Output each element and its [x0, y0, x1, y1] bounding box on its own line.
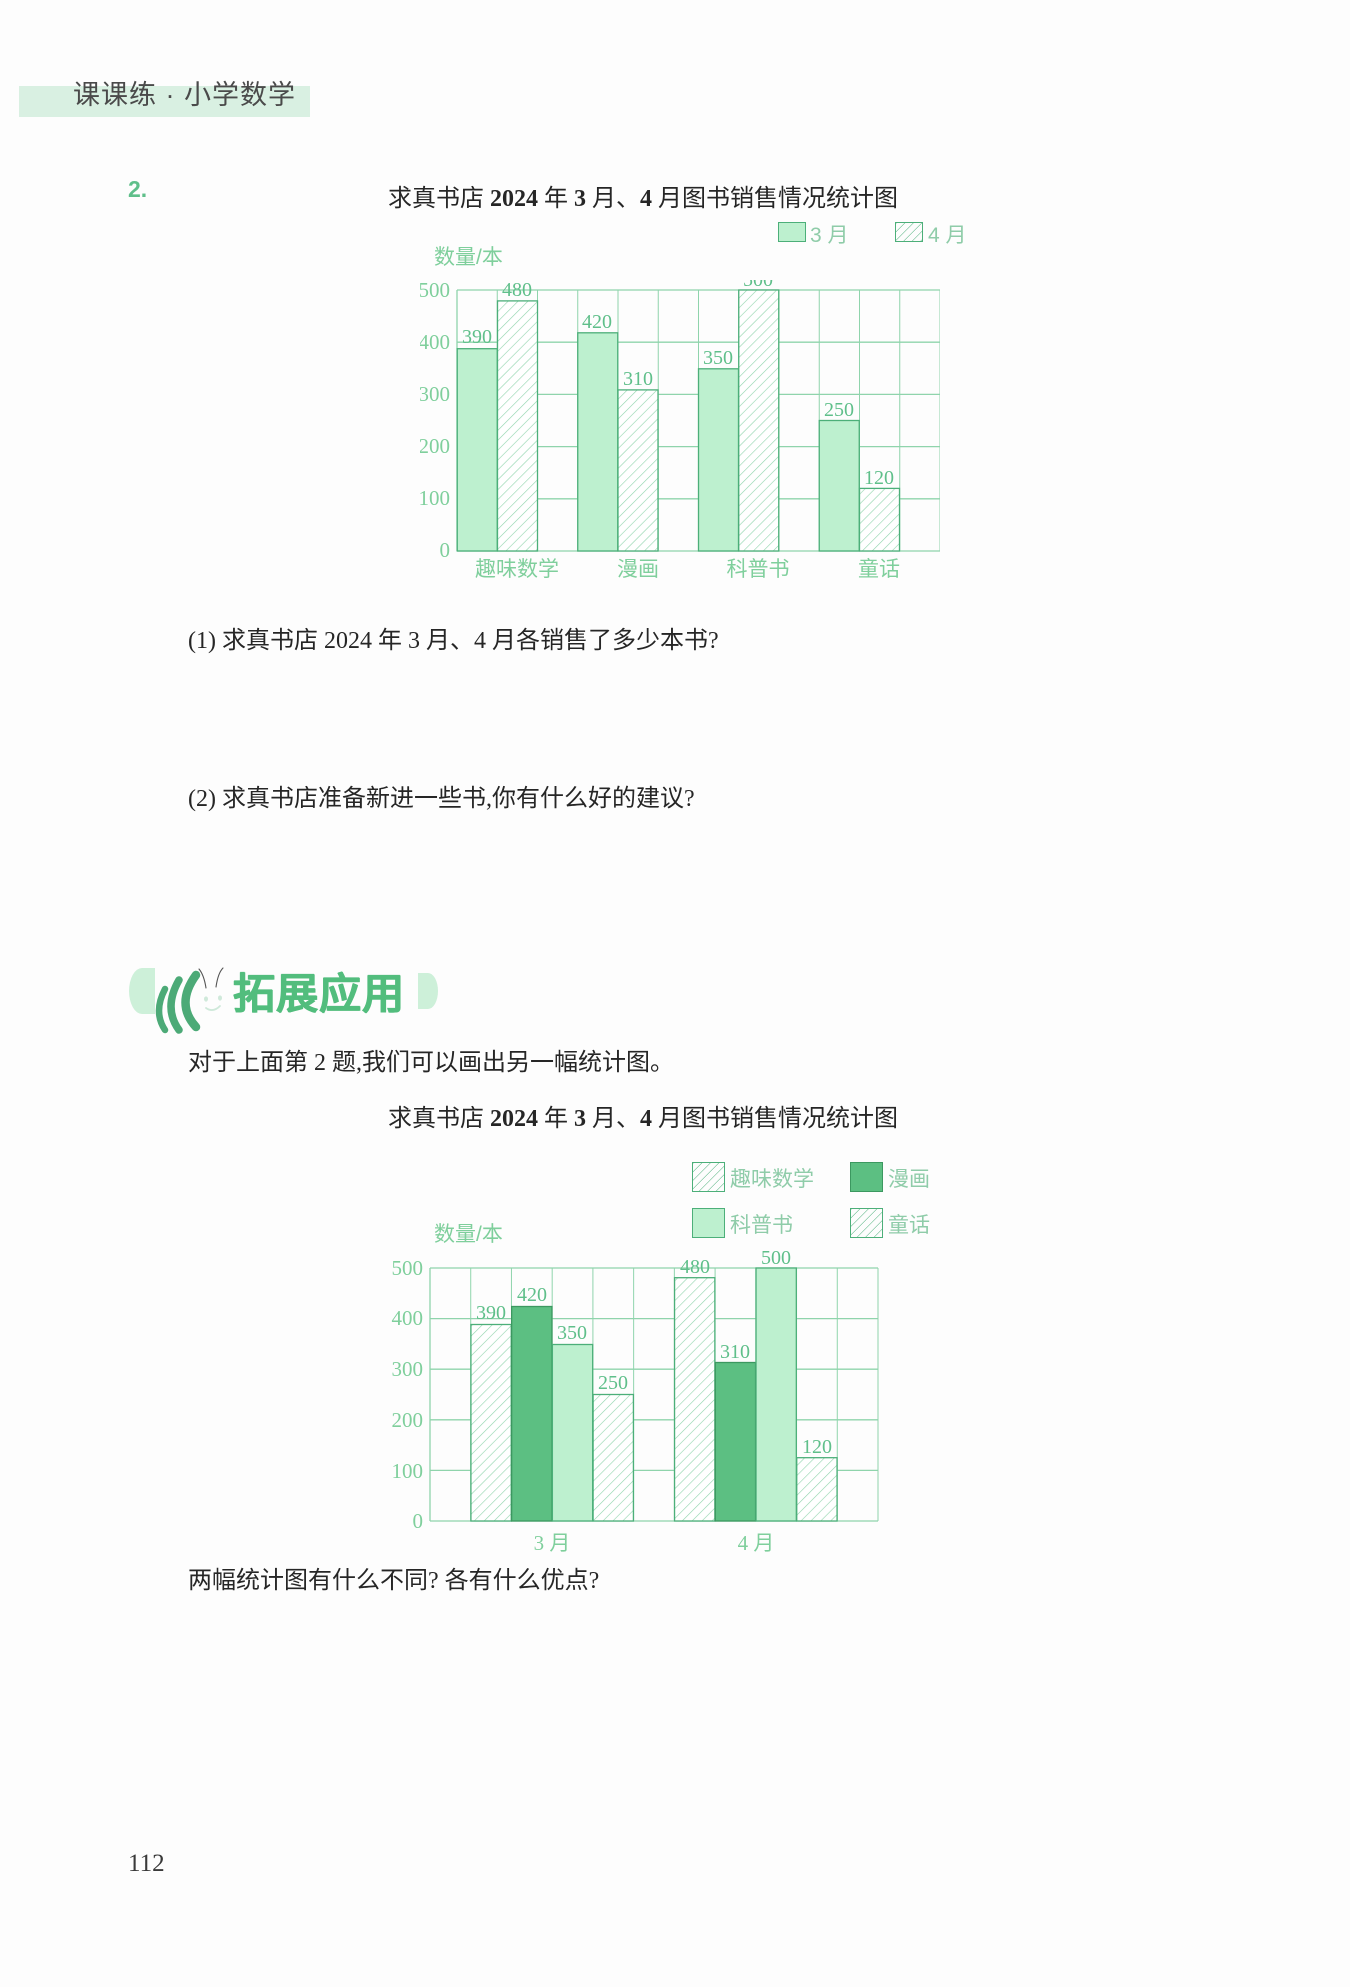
svg-text:300: 300 [392, 1357, 424, 1381]
svg-text:350: 350 [703, 347, 733, 369]
svg-text:350: 350 [557, 1322, 587, 1344]
svg-text:0: 0 [413, 1509, 424, 1533]
svg-text:童话: 童话 [858, 557, 900, 581]
svg-text:200: 200 [392, 1408, 424, 1432]
svg-text:480: 480 [680, 1256, 710, 1278]
svg-text:4 月: 4 月 [738, 1531, 775, 1555]
svg-text:390: 390 [462, 326, 492, 348]
svg-text:120: 120 [864, 467, 894, 489]
svg-text:390: 390 [476, 1302, 506, 1324]
svg-text:310: 310 [623, 368, 653, 390]
svg-text:120: 120 [802, 1436, 832, 1458]
svg-text:200: 200 [420, 434, 450, 458]
svg-text:480: 480 [502, 280, 532, 301]
svg-text:500: 500 [420, 280, 450, 302]
svg-text:漫画: 漫画 [617, 557, 659, 581]
svg-text:3 月: 3 月 [534, 1531, 571, 1555]
svg-text:400: 400 [420, 330, 450, 354]
svg-text:420: 420 [582, 311, 612, 333]
svg-text:500: 500 [743, 280, 773, 291]
svg-text:500: 500 [392, 1256, 424, 1280]
svg-text:250: 250 [598, 1372, 628, 1394]
svg-text:0: 0 [440, 538, 451, 562]
svg-text:310: 310 [720, 1341, 750, 1363]
svg-text:400: 400 [392, 1306, 424, 1330]
svg-text:500: 500 [761, 1247, 791, 1269]
svg-text:250: 250 [824, 399, 854, 421]
svg-text:趣味数学: 趣味数学 [475, 557, 559, 581]
svg-text:420: 420 [517, 1284, 547, 1306]
svg-text:100: 100 [420, 486, 450, 510]
svg-text:100: 100 [392, 1459, 424, 1483]
svg-text:科普书: 科普书 [727, 557, 790, 581]
svg-text:300: 300 [420, 382, 450, 406]
